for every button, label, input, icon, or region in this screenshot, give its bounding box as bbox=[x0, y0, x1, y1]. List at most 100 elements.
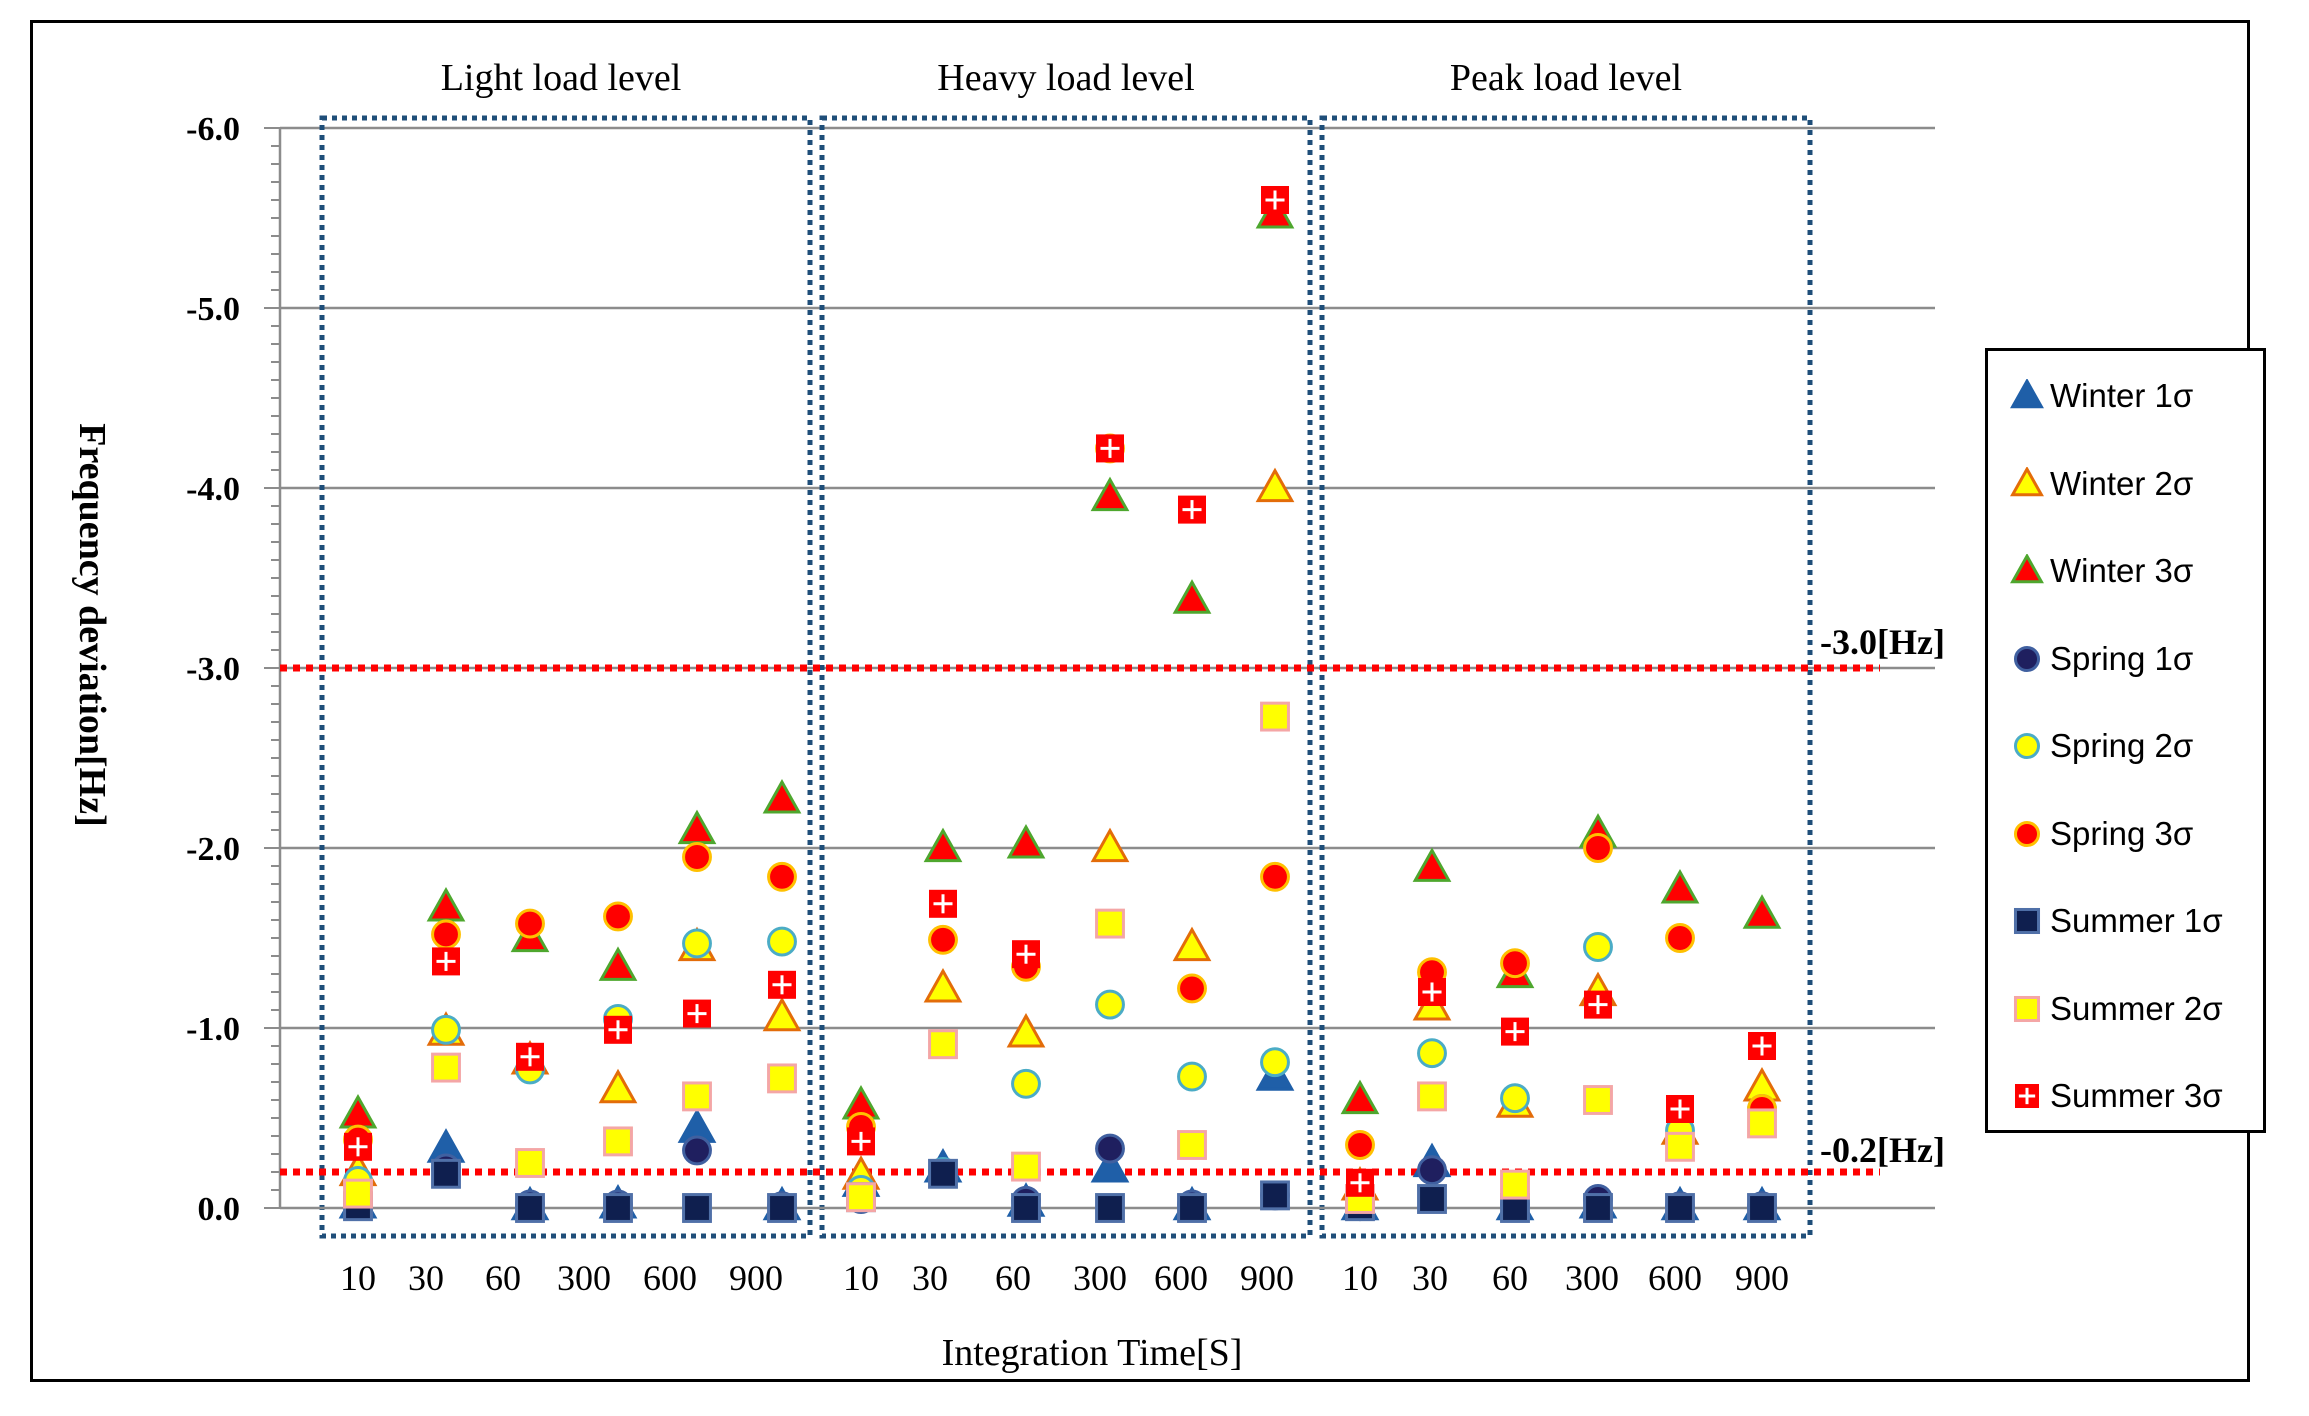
legend-marker-shape bbox=[2010, 466, 2044, 496]
legend-item: Winter 3σ bbox=[1988, 540, 2263, 600]
legend-marker bbox=[2015, 1084, 2039, 1108]
point-winter-3s bbox=[1742, 894, 1782, 929]
legend-label: Spring 1σ bbox=[2050, 639, 2194, 677]
point-summer-2s bbox=[603, 1126, 633, 1157]
point-summer-1s bbox=[431, 1158, 461, 1189]
point-summer-2s bbox=[1177, 1130, 1207, 1160]
x-tick-label: 10 bbox=[1342, 1258, 1378, 1298]
chart-frame bbox=[30, 20, 2250, 1382]
y-tick-label: -1.0 bbox=[186, 1011, 240, 1048]
x-tick-label: 300 bbox=[1073, 1258, 1127, 1298]
y-tick-label: -4.0 bbox=[186, 471, 240, 508]
point-summer-1s bbox=[1583, 1193, 1613, 1223]
point-summer-2s bbox=[1095, 908, 1125, 939]
legend-marker-shape bbox=[2013, 820, 2041, 847]
legend-item: Summer 2σ bbox=[1988, 978, 2263, 1038]
point-winter-2s bbox=[598, 1068, 638, 1104]
x-tick-label: 600 bbox=[1648, 1258, 1702, 1298]
point-spring-2s bbox=[1417, 1038, 1447, 1069]
x-tick-label: 60 bbox=[485, 1258, 521, 1298]
point-spring-3s bbox=[767, 861, 797, 892]
point-summer-2s bbox=[846, 1182, 876, 1213]
point-spring-2s bbox=[1583, 932, 1613, 962]
point-summer-1s bbox=[1095, 1193, 1125, 1223]
group-title: Peak load level bbox=[1450, 57, 1682, 99]
point-spring-3s bbox=[515, 908, 545, 939]
x-axis-title: Integration Time[S] bbox=[942, 1332, 1243, 1374]
group-box bbox=[319, 115, 813, 1239]
reference-label: -0.2[Hz] bbox=[1820, 1130, 1945, 1170]
legend: Winter 1σ Winter 2σ Winter 3σ Spring 1σ Spri… bbox=[1985, 348, 2266, 1133]
point-winter-2s bbox=[1172, 926, 1212, 962]
group-box bbox=[1319, 115, 1813, 1239]
legend-label: Winter 1σ bbox=[2050, 377, 2194, 414]
point-summer-3s bbox=[432, 947, 460, 976]
x-tick-label: 900 bbox=[1735, 1258, 1789, 1298]
x-tick-label: 10 bbox=[340, 1258, 376, 1298]
x-tick-label: 600 bbox=[643, 1258, 697, 1298]
point-winter-3s bbox=[762, 778, 802, 814]
point-summer-2s bbox=[682, 1081, 712, 1112]
point-summer-2s bbox=[515, 1148, 545, 1178]
point-spring-2s bbox=[431, 1014, 461, 1045]
group-title: Light load level bbox=[441, 57, 682, 99]
point-summer-3s bbox=[1666, 1095, 1694, 1123]
point-spring-3s bbox=[1177, 973, 1207, 1004]
point-summer-3s bbox=[516, 1042, 544, 1071]
legend-marker bbox=[2010, 554, 2044, 584]
point-winter-3s bbox=[677, 809, 717, 845]
point-spring-2s bbox=[1095, 989, 1125, 1020]
point-summer-2s bbox=[1011, 1151, 1041, 1182]
y-tick-label: -5.0 bbox=[186, 291, 240, 328]
x-tick-label: 900 bbox=[729, 1258, 783, 1298]
legend-label: Summer 1σ bbox=[2050, 902, 2223, 939]
point-winter-3s bbox=[598, 946, 638, 981]
point-summer-2s bbox=[1583, 1085, 1613, 1115]
point-spring-2s bbox=[1500, 1083, 1530, 1114]
x-tick-label: 30 bbox=[1412, 1258, 1448, 1298]
point-summer-3s bbox=[1012, 940, 1040, 969]
point-summer-3s bbox=[1178, 495, 1206, 524]
point-summer-2s bbox=[1747, 1108, 1777, 1139]
point-winter-3s bbox=[426, 886, 466, 922]
y-tick-label: 0.0 bbox=[198, 1191, 241, 1228]
point-summer-2s bbox=[767, 1063, 797, 1094]
point-summer-1s bbox=[1665, 1193, 1695, 1223]
point-winter-3s bbox=[923, 827, 963, 863]
point-summer-2s bbox=[928, 1029, 958, 1060]
point-winter-2s bbox=[1090, 827, 1130, 863]
point-summer-3s bbox=[1418, 978, 1446, 1006]
point-spring-1s bbox=[1417, 1155, 1447, 1186]
point-summer-3s bbox=[344, 1132, 372, 1161]
point-spring-3s bbox=[1500, 948, 1530, 979]
point-winter-2s bbox=[1006, 1012, 1046, 1048]
point-summer-3s bbox=[1261, 186, 1289, 214]
legend-marker-shape bbox=[2013, 995, 2041, 1022]
point-summer-1s bbox=[767, 1193, 797, 1223]
point-summer-3s bbox=[768, 970, 796, 999]
group-boxes bbox=[319, 115, 1813, 1239]
legend-item: Winter 2σ bbox=[1988, 453, 2263, 513]
x-tick-label: 10 bbox=[843, 1258, 879, 1298]
reference-label: -3.0[Hz] bbox=[1820, 622, 1945, 662]
x-tick-label: 60 bbox=[1492, 1258, 1528, 1298]
legend-item: Spring 1σ bbox=[1988, 628, 2263, 688]
legend-marker bbox=[2013, 995, 2041, 1022]
point-spring-2s bbox=[767, 926, 797, 957]
legend-item: Summer 3σ bbox=[1988, 1065, 2263, 1125]
point-winter-3s bbox=[338, 1093, 378, 1129]
legend-marker-shape bbox=[2013, 907, 2041, 935]
labels-layer: 0.0 -1.0 -2.0 -3.0 -4.0 -5.0 -6.0 Light load le… bbox=[71, 57, 1945, 1374]
point-spring-3s bbox=[1260, 861, 1290, 892]
point-winter-3s bbox=[1172, 579, 1212, 614]
point-spring-3s bbox=[682, 842, 712, 872]
point-summer-1s bbox=[1417, 1184, 1447, 1214]
point-winter-2s bbox=[923, 967, 963, 1003]
point-summer-1s bbox=[1177, 1193, 1207, 1223]
legend-marker bbox=[2010, 466, 2044, 496]
group-box bbox=[819, 115, 1313, 1239]
legend-marker bbox=[2010, 379, 2044, 409]
reference-lines bbox=[280, 664, 1880, 1176]
point-summer-1s bbox=[515, 1193, 545, 1223]
point-spring-3s bbox=[603, 901, 633, 932]
